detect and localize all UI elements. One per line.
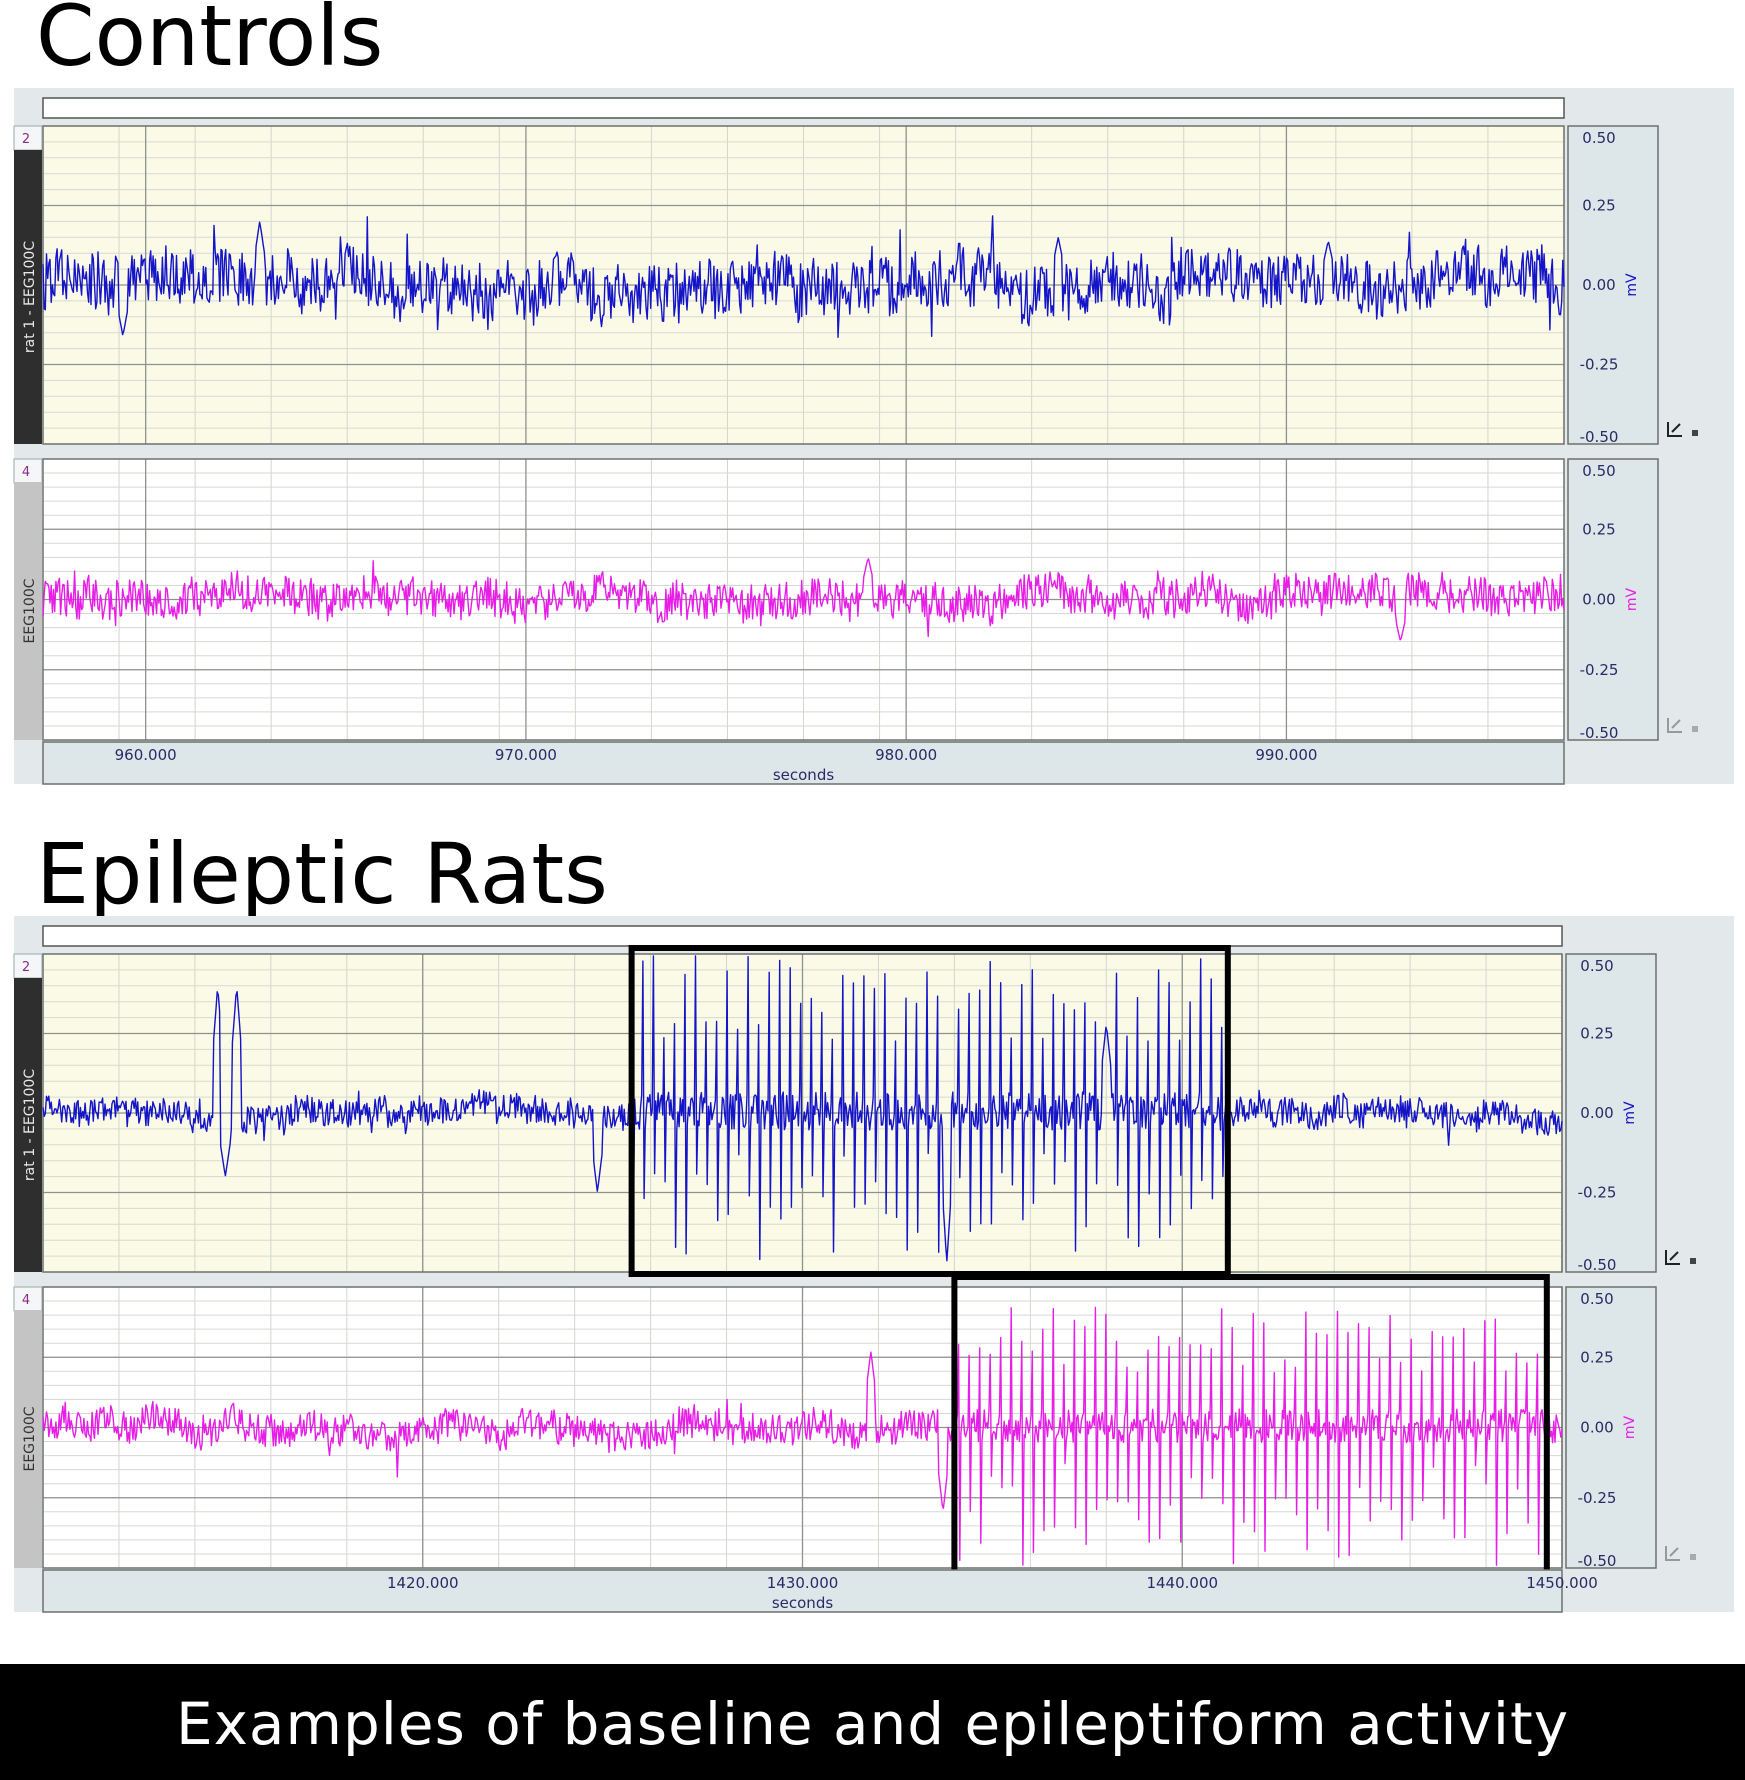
channel-label-bar — [14, 150, 42, 444]
y-tick-label: 0.50 — [1580, 1290, 1613, 1308]
y-unit-label: mV — [1622, 1101, 1638, 1125]
y-tick-label: -0.50 — [1580, 724, 1619, 742]
y-tick-label: -0.50 — [1578, 1552, 1617, 1570]
x-tick-label: 1430.000 — [767, 1574, 839, 1592]
y-scale-panel — [1567, 125, 1659, 445]
channel-number: 4 — [22, 465, 30, 480]
lock-icon — [1692, 726, 1698, 732]
epileptic-chart: 2 rat 1 - EEG100C 0.50 0.25 0.00 -0.25 -0.50 mV… — [13, 916, 1734, 1613]
channel-name: EEG100C — [22, 578, 38, 643]
channel-label-bar — [14, 978, 42, 1272]
y-scale-panel — [1565, 953, 1657, 1273]
y-unit-label: mV — [1624, 587, 1640, 611]
x-tick-label: 1420.000 — [387, 1574, 459, 1592]
y-tick-label: 0.25 — [1582, 197, 1615, 215]
y-tick-label: 0.25 — [1580, 1025, 1613, 1043]
channel-4: 4 EEG100C 0.50 0.25 0.00 -0.25 -0.50 mV — [13, 458, 1698, 742]
y-tick-label: 0.00 — [1580, 1419, 1613, 1437]
y-tick-label: 0.25 — [1582, 520, 1615, 538]
channel-number-box — [13, 125, 43, 151]
eeg-trace-channel-2 — [42, 215, 1565, 338]
channel-name: EEG100C — [22, 1406, 38, 1471]
eeg-trace-channel-4 — [42, 1306, 1563, 1566]
eeg-trace-channel-4 — [42, 558, 1565, 641]
y-tick-label: 0.00 — [1582, 276, 1615, 294]
y-tick-label: -0.25 — [1580, 661, 1619, 679]
overview-bar — [42, 97, 1565, 119]
autoscale-icon — [1665, 1546, 1680, 1561]
y-tick-label: -0.25 — [1578, 1489, 1617, 1507]
channel-number: 4 — [22, 1293, 30, 1308]
y-scale-panel — [1565, 1286, 1657, 1569]
channel-name: rat 1 - EEG100C — [22, 1069, 38, 1181]
lock-icon — [1692, 430, 1698, 436]
y-tick-label: 0.50 — [1582, 129, 1615, 147]
autoscale-icon — [1667, 718, 1682, 733]
channel-number: 2 — [22, 960, 30, 975]
y-tick-label: 0.50 — [1580, 957, 1613, 975]
plot-frame — [42, 1286, 1563, 1569]
y-tick-label: 0.00 — [1582, 591, 1615, 609]
channel-number-box — [13, 1286, 43, 1312]
y-scale-panel — [1567, 458, 1659, 741]
autoscale-icon — [1667, 422, 1682, 437]
x-axis-panel — [42, 741, 1565, 785]
autoscale-icon — [1665, 1250, 1680, 1265]
plot-frame — [42, 458, 1565, 741]
x-tick-label: 990.000 — [1255, 746, 1317, 764]
epileptic-rats-title: Epileptic Rats — [36, 825, 608, 923]
y-tick-label: 0.00 — [1580, 1104, 1613, 1122]
x-axis-label: seconds — [773, 766, 834, 784]
controls-chart: 2 rat 1 - EEG100C 0.50 0.25 0.00 -0.25 -0.50 mV… — [13, 88, 1734, 785]
channel-2: 2 rat 1 - EEG100C 0.50 0.25 0.00 -0.25 -0.50 mV — [13, 945, 1696, 1277]
controls-title: Controls — [36, 0, 384, 85]
lock-icon — [1690, 1258, 1696, 1264]
y-tick-label: -0.25 — [1580, 356, 1619, 374]
x-axis-label: seconds — [772, 1594, 833, 1612]
x-tick-label: 1450.000 — [1526, 1574, 1598, 1592]
y-tick-label: -0.50 — [1578, 1256, 1617, 1274]
y-tick-label: 0.25 — [1580, 1348, 1613, 1366]
channel-4: 4 EEG100C 0.50 0.25 0.00 -0.25 -0.50 mV — [13, 1274, 1696, 1605]
eeg-trace-channel-2 — [42, 955, 1563, 1262]
x-axis-panel — [42, 1569, 1563, 1613]
channel-number-box — [13, 953, 43, 979]
channel-name: rat 1 - EEG100C — [22, 241, 38, 353]
channel-label-bar — [14, 482, 42, 740]
y-unit-label: mV — [1622, 1415, 1638, 1439]
caption-text: Examples of baseline and epileptiform ac… — [175, 1690, 1570, 1758]
y-unit-label: mV — [1624, 273, 1640, 297]
lock-icon — [1690, 1554, 1696, 1560]
x-tick-label: 980.000 — [875, 746, 937, 764]
eeg-figure: 2 rat 1 - EEG100C 0.50 0.25 0.00 -0.25 -0.50 mV… — [13, 88, 1734, 1613]
overview-bar — [42, 925, 1563, 947]
x-tick-label: 970.000 — [495, 746, 557, 764]
channel-number-box — [13, 458, 43, 484]
y-tick-label: -0.50 — [1580, 428, 1619, 446]
channel-number: 2 — [22, 132, 30, 147]
caption-bar: Examples of baseline and epileptiform ac… — [0, 1664, 1745, 1780]
channel-2: 2 rat 1 - EEG100C 0.50 0.25 0.00 -0.25 -0.50 mV — [13, 125, 1698, 446]
x-tick-label: 960.000 — [115, 746, 177, 764]
channel-label-bar — [14, 1310, 42, 1568]
x-tick-label: 1440.000 — [1146, 1574, 1218, 1592]
seizure-highlight-box — [628, 945, 1231, 1277]
y-tick-label: 0.50 — [1582, 462, 1615, 480]
y-tick-label: -0.25 — [1578, 1184, 1617, 1202]
